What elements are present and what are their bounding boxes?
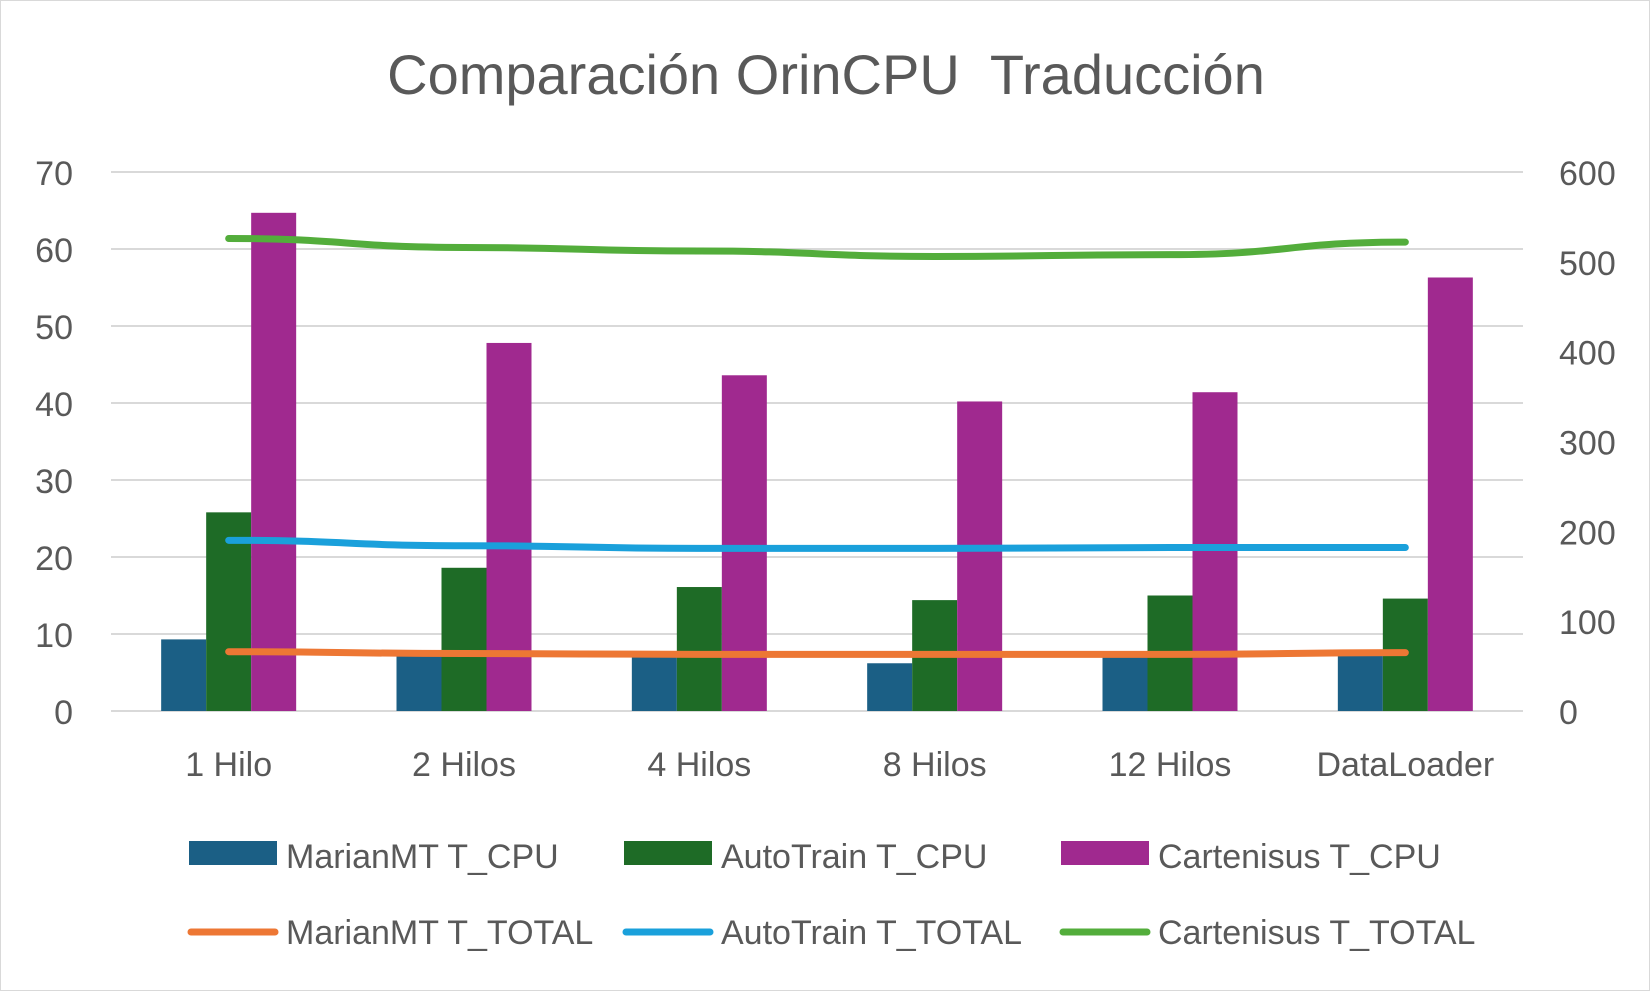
left-axis-ticks: 0 10 20 30 40 50 60 70 [35,155,73,732]
series-line [225,234,1409,260]
bar [957,401,1003,711]
right-tick-label: 400 [1559,335,1616,373]
x-tick-label: DataLoader [1316,746,1494,784]
bar [1192,392,1238,711]
left-tick-label: 50 [35,309,73,347]
left-tick-label: 60 [35,232,73,270]
bar [1427,277,1473,711]
bar [251,212,297,711]
x-axis-labels: 1 Hilo 2 Hilos 4 Hilos 8 Hilos 12 Hilos DataL… [185,746,1494,784]
x-tick-label: 12 Hilos [1109,746,1232,784]
bar [1102,654,1148,711]
legend-swatch [189,841,277,865]
bar [721,375,767,711]
lines [225,234,1409,658]
bar [441,567,487,711]
right-tick-label: 300 [1559,425,1616,463]
series-line [225,536,1409,552]
right-tick-label: 100 [1559,604,1616,642]
right-tick-label: 600 [1559,155,1616,193]
bar [676,587,722,711]
bar [486,342,532,711]
gridlines [111,171,1523,712]
x-tick-label: 8 Hilos [883,746,987,784]
legend-label: MarianMT T_CPU [286,838,559,876]
legend-label: MarianMT T_TOTAL [286,914,593,952]
left-tick-label: 30 [35,463,73,501]
x-tick-label: 4 Hilos [647,746,751,784]
chart-title: Comparación OrinCPU Traducción [387,43,1265,106]
series-line [225,648,1409,658]
legend-label: AutoTrain T_TOTAL [721,914,1022,952]
bars [161,212,1473,711]
bar [161,639,207,711]
bar [396,654,442,711]
right-tick-label: 0 [1559,694,1578,732]
left-tick-label: 20 [35,540,73,578]
left-tick-label: 0 [54,694,73,732]
right-axis-ticks: 0 100 200 300 400 500 600 [1559,155,1616,732]
legend-swatch [1061,841,1149,865]
legend: MarianMT T_CPU AutoTrain T_CPU Cartenisus … [187,838,1475,952]
legend-label: Cartenisus T_TOTAL [1158,914,1475,952]
legend-label: Cartenisus T_CPU [1158,838,1441,876]
right-tick-label: 500 [1559,245,1616,283]
x-tick-label: 2 Hilos [412,746,516,784]
bar [1337,652,1383,711]
left-tick-label: 40 [35,386,73,424]
legend-label: AutoTrain T_CPU [721,838,987,876]
bar [206,512,252,711]
bar [631,654,677,711]
legend-swatch [624,841,712,865]
left-tick-label: 70 [35,155,73,193]
x-tick-label: 1 Hilo [185,746,272,784]
left-tick-label: 10 [35,617,73,655]
bar [867,663,913,711]
right-tick-label: 200 [1559,514,1616,552]
